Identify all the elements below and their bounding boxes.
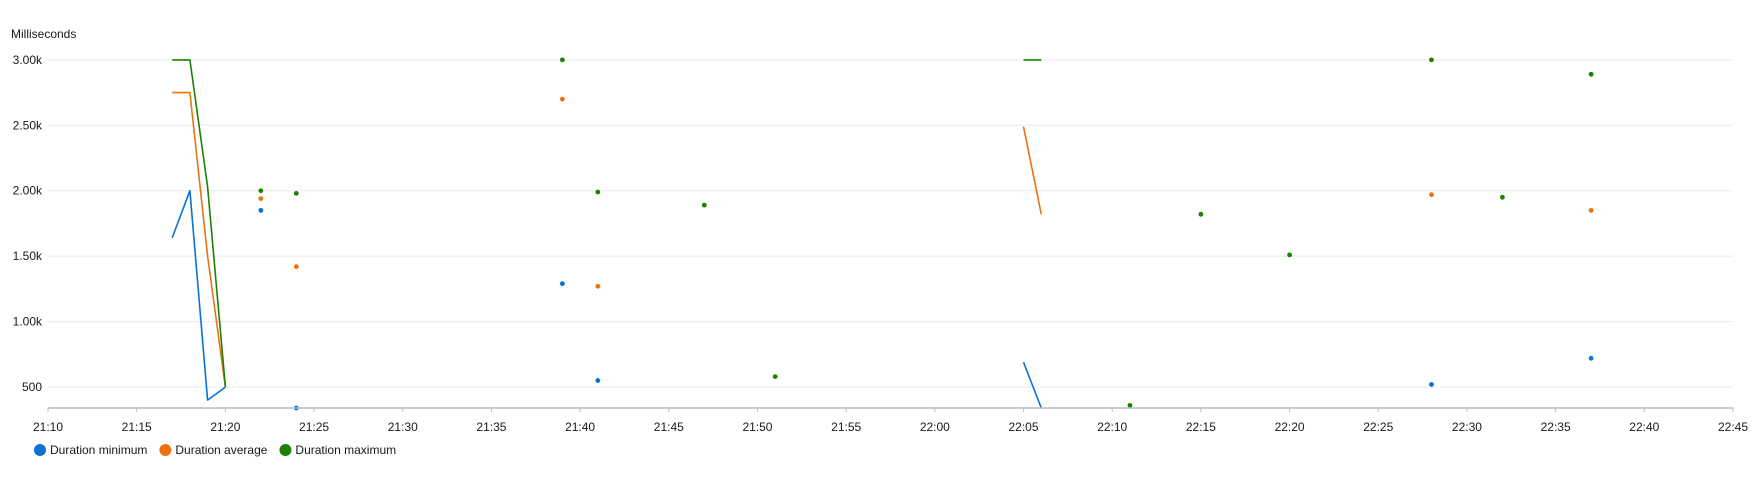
x-tick-label: 22:45: [1718, 420, 1748, 434]
x-tick-label: 22:15: [1186, 420, 1216, 434]
data-point[interactable]: [258, 207, 264, 213]
data-point[interactable]: [701, 202, 707, 208]
series-line[interactable]: [172, 59, 227, 388]
x-tick-label: 21:10: [33, 420, 63, 434]
data-point[interactable]: [595, 283, 601, 289]
y-axis-ticks: 500 1.00k 1.50k 2.00k 2.50k 3.00k: [13, 53, 43, 394]
legend-item-duration-average[interactable]: Duration average: [159, 443, 268, 457]
y-tick-label: 1.00k: [13, 315, 43, 329]
legend[interactable]: Duration minimum Duration average Duration…: [34, 443, 396, 457]
x-tick-label: 21:15: [122, 420, 152, 434]
data-point[interactable]: [1588, 207, 1594, 213]
x-tick-label: 22:05: [1009, 420, 1039, 434]
data-point[interactable]: [595, 378, 601, 383]
series-line[interactable]: [171, 189, 226, 401]
legend-label: Duration minimum: [50, 443, 147, 457]
x-tick-label: 22:00: [920, 420, 950, 434]
data-point[interactable]: [1500, 194, 1505, 200]
y-tick-label: 1.50k: [13, 249, 43, 263]
legend-item-duration-minimum[interactable]: Duration minimum: [34, 443, 147, 457]
data-point[interactable]: [1429, 192, 1434, 198]
x-tick-label: 21:45: [654, 420, 684, 434]
x-tick-label: 22:20: [1275, 420, 1305, 434]
y-tick-label: 3.00k: [13, 53, 43, 67]
series-duration-minimum: [171, 189, 1594, 411]
x-tick-label: 21:25: [299, 420, 329, 434]
data-point[interactable]: [1287, 252, 1292, 258]
x-tick-label: 22:10: [1097, 420, 1127, 434]
data-point[interactable]: [595, 189, 601, 195]
legend-label: Duration average: [175, 443, 267, 457]
x-tick-label: 22:25: [1363, 420, 1393, 434]
data-point[interactable]: [559, 96, 565, 102]
series-duration-average: [172, 91, 1594, 388]
data-point[interactable]: [559, 281, 565, 287]
data-point[interactable]: [1198, 211, 1204, 217]
data-point[interactable]: [1588, 355, 1594, 361]
legend-item-duration-maximum[interactable]: Duration maximum: [279, 443, 396, 457]
x-axis-ticks: 21:10 21:15 21:20 21:25 21:30 21:35 21:40 21:45…: [33, 408, 1748, 434]
series-layer: [171, 57, 1594, 411]
x-tick-label: 22:40: [1629, 420, 1659, 434]
x-tick-label: 21:35: [476, 420, 506, 434]
x-tick-label: 21:20: [210, 420, 240, 434]
data-point[interactable]: [293, 190, 299, 196]
legend-swatch: [34, 444, 46, 456]
legend-swatch: [159, 444, 172, 456]
data-point[interactable]: [1127, 402, 1133, 408]
series-line[interactable]: [1022, 361, 1043, 409]
x-tick-label: 21:55: [831, 420, 861, 434]
legend-label: Duration maximum: [295, 443, 396, 457]
x-tick-label: 21:30: [388, 420, 418, 434]
y-axis-unit-label: Milliseconds: [11, 27, 76, 41]
series-line[interactable]: [1022, 126, 1043, 215]
legend-swatch: [279, 444, 292, 456]
y-tick-label: 500: [22, 380, 42, 394]
x-tick-label: 21:50: [742, 420, 772, 434]
grid-lines: [48, 59, 1733, 388]
data-point[interactable]: [559, 57, 565, 63]
series-line[interactable]: [172, 91, 227, 388]
x-tick-label: 21:40: [565, 420, 595, 434]
data-point[interactable]: [1429, 382, 1434, 387]
y-tick-label: 2.00k: [13, 184, 43, 198]
x-tick-label: 22:35: [1541, 420, 1571, 434]
data-point[interactable]: [1429, 57, 1434, 63]
data-point[interactable]: [258, 188, 264, 194]
data-point[interactable]: [772, 374, 778, 379]
x-tick-label: 22:30: [1452, 420, 1482, 434]
data-point[interactable]: [1588, 71, 1594, 77]
data-point[interactable]: [293, 264, 299, 270]
series-duration-maximum: [172, 57, 1594, 408]
data-point[interactable]: [258, 196, 264, 201]
y-tick-label: 2.50k: [13, 118, 43, 132]
